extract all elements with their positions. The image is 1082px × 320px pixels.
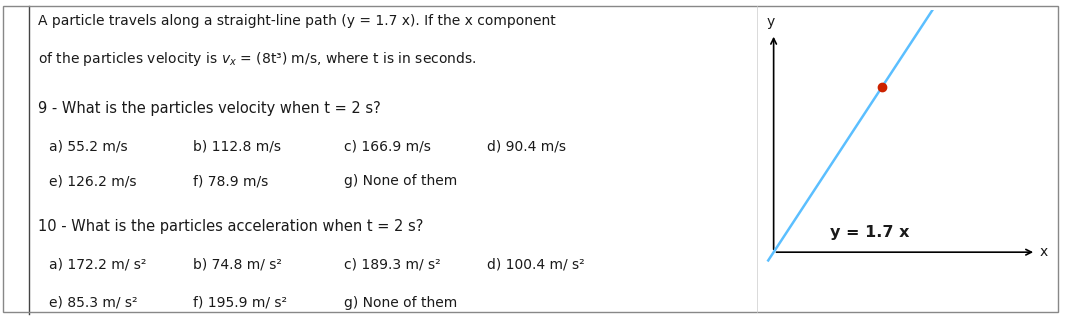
Text: c) 189.3 m/ s²: c) 189.3 m/ s²	[344, 258, 440, 272]
Text: 10 - What is the particles acceleration when t = 2 s?: 10 - What is the particles acceleration …	[38, 219, 423, 234]
Text: e) 126.2 m/s: e) 126.2 m/s	[49, 174, 136, 188]
Text: g) None of them: g) None of them	[344, 174, 457, 188]
Text: f) 78.9 m/s: f) 78.9 m/s	[193, 174, 268, 188]
Text: y: y	[767, 15, 775, 29]
Text: y = 1.7 x: y = 1.7 x	[831, 226, 910, 241]
Text: b) 112.8 m/s: b) 112.8 m/s	[193, 139, 280, 153]
Text: b) 74.8 m/ s²: b) 74.8 m/ s²	[193, 258, 281, 272]
Text: x: x	[1040, 245, 1048, 259]
Text: A particle travels along a straight-line path (y = 1.7 x). If the x component: A particle travels along a straight-line…	[38, 14, 555, 28]
Text: c) 166.9 m/s: c) 166.9 m/s	[344, 139, 431, 153]
Text: f) 195.9 m/ s²: f) 195.9 m/ s²	[193, 296, 287, 310]
Text: e) 85.3 m/ s²: e) 85.3 m/ s²	[49, 296, 137, 310]
Text: d) 90.4 m/s: d) 90.4 m/s	[487, 139, 566, 153]
Text: g) None of them: g) None of them	[344, 296, 457, 310]
Text: of the particles velocity is $v_x$ = (8t³) m/s, where t is in seconds.: of the particles velocity is $v_x$ = (8t…	[38, 50, 476, 68]
Text: a) 55.2 m/s: a) 55.2 m/s	[49, 139, 128, 153]
Text: a) 172.2 m/ s²: a) 172.2 m/ s²	[49, 258, 146, 272]
Text: 9 - What is the particles velocity when t = 2 s?: 9 - What is the particles velocity when …	[38, 101, 381, 116]
Text: d) 100.4 m/ s²: d) 100.4 m/ s²	[487, 258, 584, 272]
